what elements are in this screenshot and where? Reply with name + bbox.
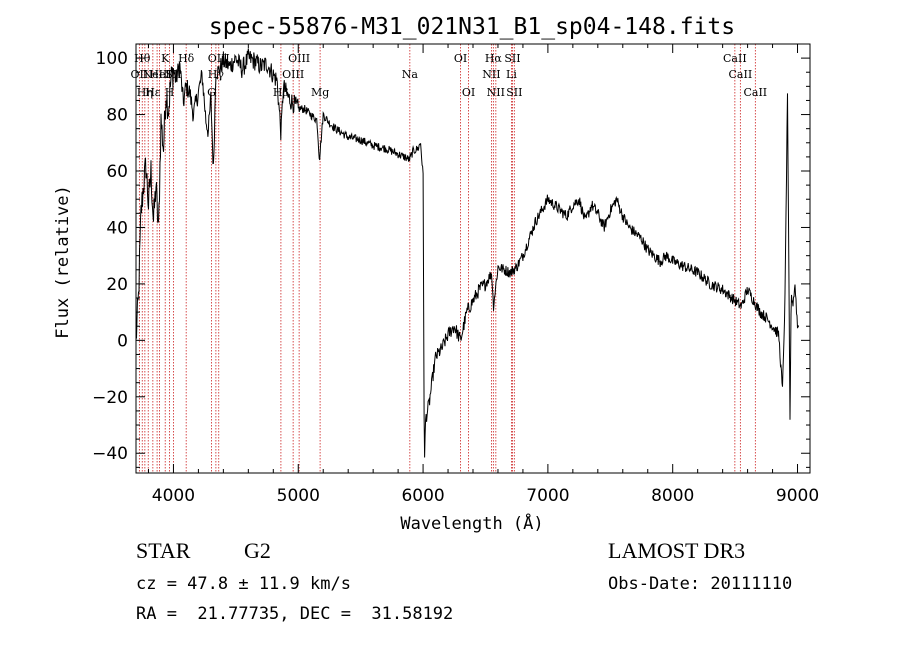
ra-dec-readout: RA = 21.77735, DEC = 31.58192: [136, 604, 454, 624]
y-tick-label: −20: [92, 388, 128, 408]
x-axis-label: Wavelength (Å): [400, 512, 543, 534]
chart-title: spec-55876-M31_021N31_B1_sp04-148.fits: [209, 14, 735, 40]
observation-date: Obs-Date: 20111110: [608, 574, 793, 594]
line-label: OIII: [208, 52, 230, 65]
y-tick-label: 0: [117, 331, 128, 351]
x-tick-label: 5000: [277, 486, 320, 506]
y-tick-label: 60: [106, 162, 128, 182]
line-label: K: [161, 52, 170, 65]
line-label: G: [207, 86, 216, 99]
line-label: Mg: [311, 86, 329, 99]
line-label: SII: [504, 52, 520, 65]
x-tick-label: 6000: [401, 486, 444, 506]
line-label: OIII: [288, 52, 310, 65]
line-label: Hδ: [178, 52, 195, 65]
x-tick-label: 7000: [526, 486, 569, 506]
x-axis-ticks: 4000 5000 6000 7000 8000 9000: [147, 44, 819, 506]
line-label: OI: [454, 52, 467, 65]
line-label: SII: [506, 86, 522, 99]
x-tick-label: 9000: [776, 486, 819, 506]
y-tick-label: 100: [96, 49, 128, 69]
line-label: NII: [482, 68, 500, 81]
y-tick-label: 20: [106, 275, 128, 295]
line-label: Hε: [145, 86, 161, 99]
line-label: Hη: [137, 86, 153, 99]
line-label: Hα: [485, 52, 503, 65]
plot-frame: [135, 43, 811, 474]
spectrum-line: [135, 48, 799, 458]
object-type: STAR: [136, 538, 191, 563]
line-label: CaII: [743, 86, 767, 99]
spectral-line-markers: [138, 44, 756, 473]
x-tick-label: 8000: [651, 486, 694, 506]
y-axis-label: Flux (relative): [53, 185, 73, 339]
y-tick-label: 80: [106, 106, 128, 126]
x-tick-label: 4000: [152, 486, 195, 506]
object-class: G2: [244, 538, 271, 563]
line-label: NII: [487, 86, 505, 99]
line-label: OIII: [282, 68, 304, 81]
velocity-readout: cz = 47.8 ± 11.9 km/s: [136, 574, 351, 594]
y-axis-ticks: −40 −20 0 20 40 60 80 100: [92, 43, 810, 468]
line-label: OII: [131, 68, 149, 81]
line-label: OI: [462, 86, 475, 99]
line-label: HeI: [149, 68, 169, 81]
line-label: Na: [402, 68, 419, 81]
y-tick-label: 40: [106, 218, 128, 238]
line-label: Li: [506, 68, 517, 81]
line-label: CaII: [723, 52, 747, 65]
line-label: NeIII: [143, 68, 172, 81]
survey-name: LAMOST DR3: [608, 538, 746, 563]
line-label: CaII: [729, 68, 753, 81]
y-tick-label: −40: [92, 444, 128, 464]
